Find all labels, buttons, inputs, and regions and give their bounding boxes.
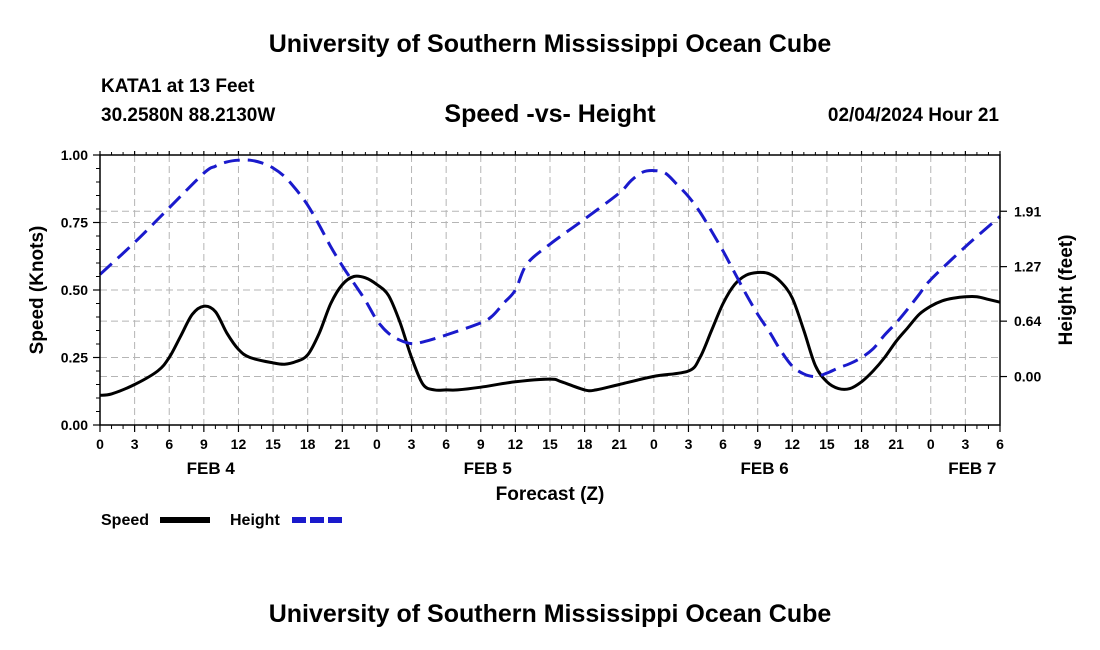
legend-label-speed: Speed bbox=[101, 512, 149, 529]
x-tick-label: 6 bbox=[996, 436, 1004, 452]
x-tick-label: 0 bbox=[650, 436, 658, 452]
x-tick-label: 21 bbox=[888, 436, 904, 452]
y-left-tick-label: 1.00 bbox=[61, 147, 88, 163]
x-tick-label: 12 bbox=[231, 436, 247, 452]
y-right-tick-label: 0.00 bbox=[1014, 369, 1041, 385]
x-tick-label: 3 bbox=[961, 436, 969, 452]
x-tick-label: 18 bbox=[854, 436, 870, 452]
ticks: 0 3 6 9 12 15 18 21 0 3 6 9 12 15 18 21 0 3 6 9 12 15 18 21 0 3 6F… bbox=[61, 147, 1042, 478]
x-tick-label: 0 bbox=[373, 436, 381, 452]
x-tick-label: 9 bbox=[200, 436, 208, 452]
y-axis-title-left: Speed (Knots) bbox=[27, 226, 48, 355]
x-tick-label: 0 bbox=[927, 436, 935, 452]
x-tick-label: 21 bbox=[335, 436, 351, 452]
x-day-label: FEB 6 bbox=[741, 459, 789, 478]
x-tick-label: 0 bbox=[96, 436, 104, 452]
x-tick-label: 3 bbox=[131, 436, 139, 452]
x-tick-label: 9 bbox=[754, 436, 762, 452]
y-axis-title-right: Height (feet) bbox=[1056, 235, 1077, 346]
main-title: University of Southern Mississippi Ocean… bbox=[268, 30, 832, 58]
y-left-tick-label: 0.75 bbox=[61, 215, 88, 231]
x-tick-label: 12 bbox=[785, 436, 801, 452]
footer-title: University of Southern Mississippi Ocean… bbox=[268, 600, 832, 628]
x-tick-label: 21 bbox=[611, 436, 627, 452]
x-day-label: FEB 5 bbox=[464, 459, 512, 478]
x-tick-label: 15 bbox=[542, 436, 558, 452]
x-tick-label: 15 bbox=[265, 436, 281, 452]
series-line-speed bbox=[99, 270, 1001, 397]
x-day-label: FEB 4 bbox=[187, 459, 236, 478]
y-right-tick-label: 1.27 bbox=[1014, 259, 1041, 275]
x-tick-label: 6 bbox=[719, 436, 727, 452]
datetime-label: 02/04/2024 Hour 21 bbox=[827, 105, 999, 126]
coordinates-label: 30.2580N 88.2130W bbox=[101, 105, 276, 126]
y-left-tick-label: 0.50 bbox=[61, 282, 88, 298]
y-left-tick-label: 0.00 bbox=[61, 417, 88, 433]
station-label: KATA1 at 13 Feet bbox=[101, 76, 255, 97]
x-tick-label: 15 bbox=[819, 436, 835, 452]
y-right-tick-label: 1.91 bbox=[1014, 203, 1041, 219]
x-tick-label: 12 bbox=[508, 436, 524, 452]
x-tick-label: 3 bbox=[408, 436, 416, 452]
legend-label-height: Height bbox=[230, 512, 280, 529]
x-tick-label: 18 bbox=[577, 436, 593, 452]
y-right-tick-label: 0.64 bbox=[1014, 313, 1041, 329]
series-layer bbox=[98, 158, 1001, 397]
y-left-tick-label: 0.25 bbox=[61, 350, 88, 366]
x-tick-label: 3 bbox=[685, 436, 693, 452]
x-tick-label: 6 bbox=[165, 436, 173, 452]
x-tick-label: 18 bbox=[300, 436, 316, 452]
legend: Speed Height bbox=[101, 512, 342, 529]
x-day-label: FEB 7 bbox=[948, 459, 996, 478]
grid bbox=[100, 155, 1000, 425]
x-tick-label: 9 bbox=[477, 436, 485, 452]
x-axis-title: Forecast (Z) bbox=[496, 484, 605, 505]
x-tick-label: 6 bbox=[442, 436, 450, 452]
chart-subtitle: Speed -vs- Height bbox=[444, 100, 656, 128]
